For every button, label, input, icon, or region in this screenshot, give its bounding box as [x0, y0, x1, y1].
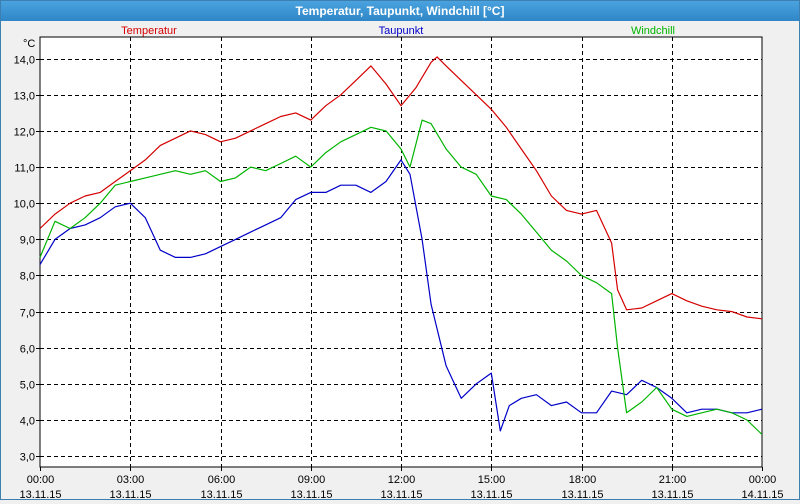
legend-label-windchill: Windchill [631, 25, 675, 37]
y-tick-label: 8,0 [20, 271, 35, 283]
chart-area: 3,0 4,0 5,0 6,0 7,0 8,0 9,0 10,0 11,0 12,0 13,0 14,… [1, 22, 799, 501]
y-tick-label: 7,0 [20, 308, 35, 320]
y-tick-label: 6,0 [20, 344, 35, 356]
x-tick-label-date: 13.11.15 [651, 489, 693, 499]
y-tick-label: 14,0 [14, 55, 35, 67]
x-tick-label-time: 03:00 [117, 474, 145, 486]
x-tick-label-date: 13.11.15 [200, 489, 242, 499]
series-line-windchill [39, 119, 763, 435]
x-tick-label-date: 13.11.15 [561, 489, 603, 499]
x-tick-label-date: 14.11.15 [741, 489, 783, 499]
y-tick-label: 9,0 [20, 235, 35, 247]
y-tick-label: 3,0 [20, 452, 35, 464]
x-tick-label-time: 15:00 [478, 474, 506, 486]
x-tick-label-date: 13.11.15 [380, 489, 422, 499]
x-tick-label-time: 18:00 [569, 474, 597, 486]
legend-label-temperatur: Temperatur [121, 25, 177, 37]
y-axis-label: °C [23, 38, 35, 50]
x-tick-label-date: 13.11.15 [290, 489, 332, 499]
y-tick-label: 13,0 [14, 91, 35, 103]
x-tick-label-time: 12:00 [388, 474, 416, 486]
x-tick-label-time: 06:00 [208, 474, 236, 486]
x-tick-label-time: 00:00 [27, 474, 55, 486]
series-line-temperatur [39, 56, 763, 320]
x-tick-label-date: 13.11.15 [109, 489, 151, 499]
x-tick-label-date: 13.11.15 [19, 489, 61, 499]
x-tick-label-time: 09:00 [298, 474, 326, 486]
x-tick-label-time: 00:00 [749, 474, 777, 486]
y-tick-label: 11,0 [14, 163, 35, 175]
y-tick-label: 5,0 [20, 380, 35, 392]
x-tick-label-date: 13.11.15 [470, 489, 512, 499]
y-tick-label: 12,0 [14, 127, 35, 139]
x-tick-label-time: 21:00 [659, 474, 687, 486]
chart-title: Temperatur, Taupunkt, Windchill [°C] [1, 1, 799, 21]
legend-label-taupunkt: Taupunkt [379, 25, 424, 37]
y-tick-label: 4,0 [20, 416, 35, 428]
y-tick-label: 10,0 [14, 199, 35, 211]
line-chart: 3,0 4,0 5,0 6,0 7,0 8,0 9,0 10,0 11,0 12,0 13,0 14,… [14, 25, 784, 501]
series-line-taupunkt [39, 159, 763, 432]
